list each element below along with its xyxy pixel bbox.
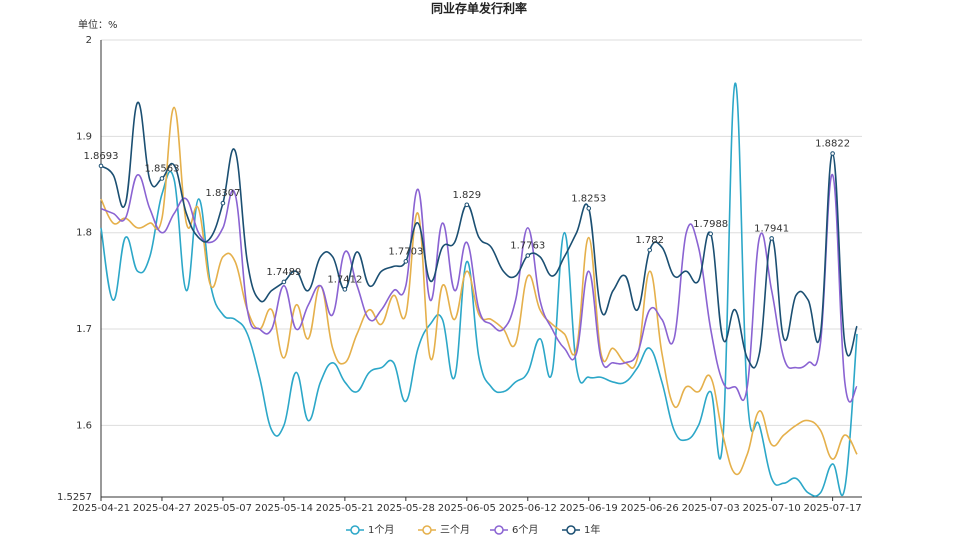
x-tick-label: 2025-04-21 bbox=[72, 503, 130, 514]
legend-label: 1个月 bbox=[368, 524, 394, 536]
x-tick-label: 2025-06-19 bbox=[560, 503, 618, 514]
point bbox=[769, 236, 774, 241]
point bbox=[403, 259, 409, 264]
data-label: 1.8307 bbox=[205, 188, 240, 199]
y-tick-label: 2 bbox=[86, 35, 92, 46]
point bbox=[281, 279, 287, 285]
point bbox=[647, 247, 653, 253]
y-tick-label: 1.5257 bbox=[57, 492, 92, 503]
data-label: 1.7703 bbox=[388, 246, 423, 257]
point bbox=[342, 287, 348, 292]
data-label: 1.7941 bbox=[754, 223, 789, 234]
data-label: 1.7489 bbox=[266, 267, 301, 278]
data-label: 1.782 bbox=[635, 235, 664, 246]
y-tick-label: 1.7 bbox=[76, 324, 92, 335]
point bbox=[830, 151, 835, 156]
legend-swatch bbox=[422, 525, 432, 535]
point bbox=[525, 253, 531, 258]
legend-label: 三个月 bbox=[440, 524, 470, 536]
x-tick-label: 2025-05-07 bbox=[194, 503, 252, 514]
data-label: 1.8253 bbox=[571, 193, 606, 204]
data-label: 1.829 bbox=[452, 190, 481, 201]
data-label: 1.8822 bbox=[815, 139, 850, 150]
data-label: 1.7988 bbox=[693, 219, 728, 230]
x-tick-label: 2025-05-28 bbox=[377, 503, 435, 514]
x-tick-label: 2025-06-12 bbox=[499, 503, 557, 514]
x-tick-label: 2025-07-17 bbox=[804, 503, 862, 514]
point bbox=[708, 231, 713, 237]
x-tick-label: 2025-07-10 bbox=[743, 503, 801, 514]
x-tick-label: 2025-04-27 bbox=[133, 503, 191, 514]
chart-title: 同业存单发行利率 bbox=[431, 1, 527, 16]
legend-label: 6个月 bbox=[512, 524, 538, 536]
x-tick-label: 2025-06-05 bbox=[438, 503, 496, 514]
y-tick-label: 1.8 bbox=[76, 228, 92, 239]
series-line bbox=[100, 82, 858, 497]
x-tick-label: 2025-06-26 bbox=[621, 503, 679, 514]
legend-swatch bbox=[350, 525, 360, 535]
legend-swatch bbox=[566, 525, 576, 535]
series-line bbox=[100, 174, 858, 403]
legend-swatch bbox=[494, 525, 504, 535]
x-tick-label: 2025-05-21 bbox=[316, 503, 374, 514]
unit-label: 单位：% bbox=[78, 18, 118, 31]
series-line bbox=[100, 106, 858, 476]
x-tick-label: 2025-07-03 bbox=[682, 503, 740, 514]
point bbox=[220, 200, 226, 206]
y-tick-label: 1.9 bbox=[76, 131, 92, 142]
data-label: 1.8693 bbox=[84, 151, 119, 162]
data-label: 1.7412 bbox=[327, 274, 362, 285]
legend-label: 1年 bbox=[584, 523, 600, 536]
data-label: 1.8563 bbox=[144, 163, 179, 174]
point bbox=[586, 206, 592, 211]
y-tick-label: 1.6 bbox=[76, 420, 92, 431]
series-line bbox=[100, 101, 858, 369]
x-tick-label: 2025-05-14 bbox=[255, 503, 313, 514]
data-label: 1.7763 bbox=[510, 241, 545, 252]
point bbox=[98, 163, 104, 169]
point bbox=[159, 176, 165, 181]
point bbox=[464, 202, 470, 208]
